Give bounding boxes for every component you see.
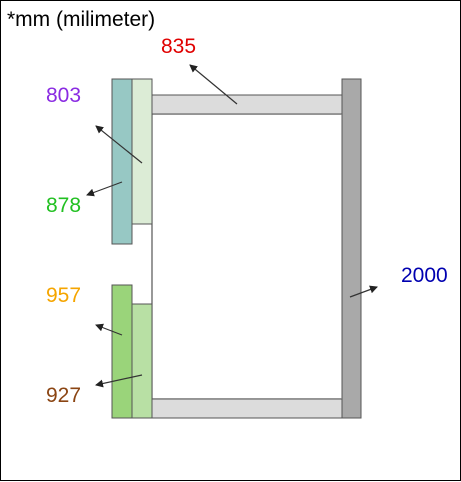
right-post <box>341 78 362 419</box>
bottom-beam <box>151 398 343 419</box>
top-beam-label: 835 <box>161 35 196 58</box>
upper-left-outer-label: 803 <box>46 84 81 107</box>
top-beam <box>151 94 343 115</box>
upper-left-inner-label: 878 <box>46 194 81 217</box>
lower-left-outer-label: 957 <box>46 284 81 307</box>
right-post-arrow <box>349 285 378 298</box>
unit-note: *mm (milimeter) <box>7 8 155 31</box>
right-post-label: 2000 <box>401 264 448 287</box>
upper-left-inner-arrow <box>86 181 123 197</box>
lower-left-outer-arrow <box>95 323 123 336</box>
upper-left-outer-arrow <box>95 125 143 164</box>
lower-left-inner-label: 927 <box>46 384 81 407</box>
upper-left-inner-panel <box>131 78 153 225</box>
lower-left-inner-panel <box>131 303 153 419</box>
upper-left-outer-panel <box>111 78 133 245</box>
lower-left-outer-panel <box>111 284 133 419</box>
top-beam-arrow <box>189 64 238 105</box>
lower-left-inner-arrow <box>95 374 143 388</box>
